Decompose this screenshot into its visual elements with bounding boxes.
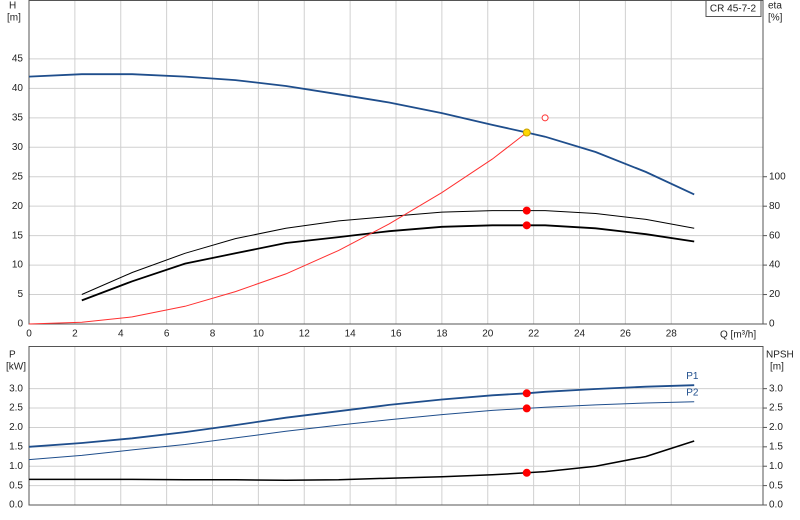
y2-label: eta (768, 1, 782, 12)
plot-frame (28, 346, 764, 506)
series-line (81, 210, 695, 295)
series-line (29, 440, 695, 481)
y2-tick-label: 80 (769, 201, 781, 212)
x-tick-label: 28 (666, 329, 678, 340)
series-line (28, 384, 695, 448)
y2-tick-label: 2.5 (769, 403, 783, 414)
operating-point (522, 221, 531, 230)
x-tick-label: 14 (345, 329, 357, 340)
y2-unit: [m] (770, 362, 784, 373)
x-tick-label: 26 (620, 329, 632, 340)
y2-tick-label: 20 (769, 289, 781, 300)
x-tick-label: 10 (253, 329, 265, 340)
chart-title: CR 45-7-2 (710, 4, 757, 15)
y2-tick-label: 3.0 (769, 383, 783, 394)
y2-tick-label: 40 (769, 260, 781, 271)
y-tick-label: 1.0 (9, 461, 23, 472)
x-label: Q [m³/h] (720, 330, 756, 341)
operating-point (541, 114, 549, 122)
x-tick-label: 6 (164, 329, 170, 340)
y-tick-label: 0.5 (9, 480, 23, 491)
y-tick-label: 1.5 (9, 441, 23, 452)
y-unit: [m] (7, 13, 21, 24)
y2-tick-label: 0.0 (769, 500, 783, 511)
y2-tick-label: 60 (769, 230, 781, 241)
y-tick-label: 45 (12, 54, 24, 65)
x-tick-label: 20 (482, 329, 494, 340)
y-tick-label: 20 (12, 201, 24, 212)
y2-tick-label: 2.0 (769, 422, 783, 433)
y-label: H (9, 1, 16, 12)
operating-point (522, 389, 531, 398)
y-tick-label: 2.5 (9, 403, 23, 414)
operating-point (522, 128, 531, 137)
x-tick-label: 4 (118, 329, 124, 340)
y-tick-label: 30 (12, 142, 24, 153)
x-tick-label: 8 (210, 329, 216, 340)
series-label: P1 (686, 371, 699, 382)
x-tick-label: 12 (299, 329, 311, 340)
y-tick-label: 5 (17, 289, 23, 300)
y2-unit: [%] (768, 13, 783, 24)
y-label: P (9, 350, 16, 361)
x-tick-label: 2 (72, 329, 78, 340)
series-line (28, 73, 695, 196)
y-tick-label: 35 (12, 112, 24, 123)
series-label: P2 (686, 387, 699, 398)
y-unit: [kW] (6, 362, 26, 373)
y-tick-label: 40 (12, 83, 24, 94)
y2-tick-label: 100 (769, 171, 786, 182)
series-line (28, 132, 528, 325)
y-tick-label: 15 (12, 230, 24, 241)
y-tick-label: 2.0 (9, 422, 23, 433)
y-tick-label: 25 (12, 171, 24, 182)
x-tick-label: 0 (26, 329, 32, 340)
y2-tick-label: 0.5 (769, 480, 783, 491)
plot-frame (28, 0, 764, 325)
y2-tick-label: 1.0 (769, 461, 783, 472)
operating-point (522, 468, 531, 477)
y-tick-label: 3.0 (9, 383, 23, 394)
x-tick-label: 24 (574, 329, 586, 340)
y2-tick-label: 0 (769, 319, 775, 330)
operating-point (522, 206, 531, 215)
y-tick-label: 0.0 (9, 500, 23, 511)
y-tick-label: 0 (17, 319, 23, 330)
series-line (28, 401, 695, 461)
y2-label: NPSH (766, 350, 794, 361)
x-tick-label: 18 (436, 329, 448, 340)
y-tick-label: 10 (12, 260, 24, 271)
y2-tick-label: 1.5 (769, 441, 783, 452)
x-tick-label: 16 (390, 329, 402, 340)
operating-point (522, 404, 531, 413)
series-line (81, 224, 695, 302)
x-tick-label: 22 (528, 329, 540, 340)
